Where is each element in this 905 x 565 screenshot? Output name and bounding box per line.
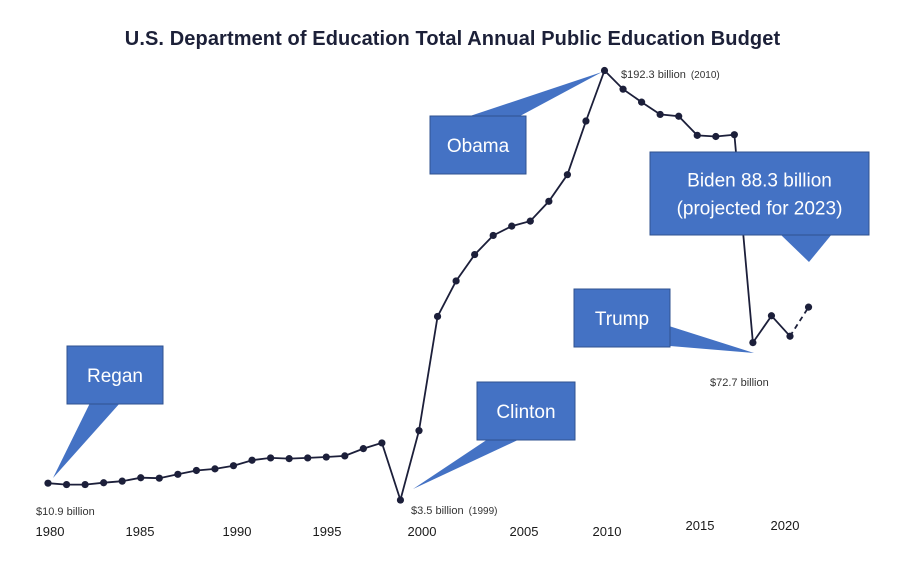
data-point-2014 — [675, 112, 683, 120]
data-point-2010 — [600, 66, 609, 75]
callout-text: Regan — [87, 366, 143, 387]
callout-text: Clinton — [496, 402, 555, 423]
data-point-2003 — [471, 250, 479, 259]
data-label: $3.5 billion (1999) — [411, 505, 498, 517]
data-point-2013 — [656, 110, 664, 119]
data-point-2011 — [619, 85, 627, 93]
callout-text: Biden 88.3 billion — [687, 171, 832, 192]
callout-pointer — [650, 320, 754, 353]
data-point-2017 — [730, 131, 738, 139]
callout-regan: Regan — [53, 345, 164, 478]
x-tick-label: 1985 — [126, 524, 155, 539]
data-point-2009 — [582, 117, 590, 125]
data-point-1987 — [174, 470, 182, 478]
callout-clinton: Clinton — [413, 381, 576, 489]
callout-pointer — [470, 72, 602, 116]
data-point-2008 — [563, 171, 572, 179]
data-label: $10.9 billion — [36, 506, 95, 518]
data-point-1991 — [248, 456, 256, 464]
x-tick-label: 1990 — [223, 524, 252, 539]
data-point-2000 — [415, 427, 423, 435]
callout-box — [66, 345, 164, 405]
data-point-1983 — [100, 479, 108, 487]
callout-pointer — [53, 403, 120, 478]
data-point-1980 — [44, 479, 52, 487]
x-tick-label: 2005 — [510, 524, 539, 539]
data-point-2007 — [545, 197, 553, 205]
data-point-1989 — [211, 465, 219, 473]
callout-box — [649, 151, 870, 236]
callout-pointer — [413, 439, 520, 489]
data-point-2006 — [526, 217, 534, 225]
data-point-2001 — [433, 312, 442, 321]
projected-line — [789, 306, 810, 337]
x-tick-label: 2010 — [593, 524, 622, 539]
data-point-2016 — [712, 132, 720, 141]
data-point-1985 — [137, 474, 145, 482]
data-point-1982 — [81, 480, 89, 489]
data-point-1998 — [378, 439, 386, 447]
x-tick-label: 2020 — [771, 518, 800, 533]
data-point-1990 — [229, 462, 238, 470]
x-axis-ticks: 1980 1985 1990 1995 2000 2005 2010 2015 2020 — [36, 518, 800, 539]
data-point-1984 — [118, 477, 126, 485]
data-labels: $10.9 billion $3.5 billion (1999) $192.3 bi… — [36, 69, 769, 518]
x-tick-label: 2000 — [408, 524, 437, 539]
chart-title: U.S. Department of Education Total Annua… — [124, 28, 781, 50]
data-point-2018 — [749, 339, 757, 347]
data-point-1981 — [62, 480, 71, 489]
callouts: Regan Clinton Obama Trump Biden 88.3 billion… — [53, 72, 870, 489]
data-point-1994 — [304, 454, 312, 462]
x-tick-label: 1995 — [313, 524, 342, 539]
data-point-2005 — [508, 222, 516, 230]
x-tick-label: 1980 — [36, 524, 65, 539]
x-tick-label: 2015 — [686, 518, 715, 533]
data-point-1996 — [341, 452, 349, 460]
data-point-1992 — [267, 454, 275, 462]
data-point-1999 — [396, 496, 405, 504]
data-point-2020 — [786, 332, 794, 340]
data-point-1997 — [359, 445, 367, 453]
data-point-2015 — [693, 131, 701, 139]
data-point-2004 — [489, 231, 497, 240]
callout-pointer — [780, 234, 832, 262]
data-point-2012 — [638, 98, 646, 106]
data-point-1988 — [192, 466, 200, 475]
data-point-1986 — [155, 474, 163, 482]
data-point-1993 — [285, 455, 293, 463]
callout-obama: Obama — [429, 72, 602, 175]
series-points — [44, 66, 813, 504]
callout-text: Trump — [595, 309, 649, 330]
projected-point-2021 — [804, 303, 813, 311]
callout-text: (projected for 2023) — [677, 199, 843, 220]
data-point-2002 — [452, 277, 460, 285]
callout-box — [429, 115, 527, 175]
callout-text: Obama — [447, 136, 510, 157]
data-point-2019 — [767, 312, 776, 320]
data-label-year: (1999) — [469, 506, 498, 517]
data-label: $72.7 billion — [710, 377, 769, 389]
callout-box — [476, 381, 576, 441]
data-label: $192.3 billion (2010) — [621, 69, 720, 81]
callout-biden: Biden 88.3 billion (projected for 2023) — [649, 151, 870, 262]
budget-line — [47, 68, 791, 504]
callout-box — [573, 288, 671, 348]
data-label-year: (2010) — [691, 70, 720, 81]
data-point-1995 — [322, 453, 330, 461]
callout-trump: Trump — [573, 288, 754, 353]
